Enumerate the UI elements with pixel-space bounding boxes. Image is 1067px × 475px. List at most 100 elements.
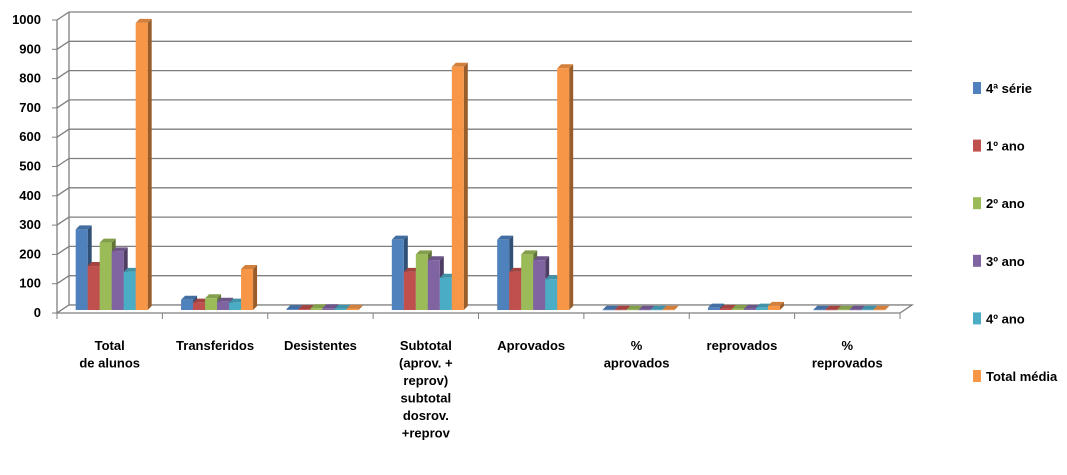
bar-7-3-top: [849, 305, 866, 310]
bar-3-0: [391, 239, 404, 310]
y-tick-label: 900: [19, 41, 41, 56]
bar-1-0-top: [181, 295, 198, 300]
bar-2-5-side: [358, 304, 363, 310]
bar-0-2: [99, 242, 112, 310]
bar-3-2-top: [415, 250, 432, 255]
x-category-label: Aprovados: [497, 338, 565, 353]
bar-4-3-top: [533, 256, 550, 261]
bar-0-0: [75, 229, 88, 310]
bar-4-2: [521, 254, 534, 310]
y-tick-label: 0: [34, 305, 41, 320]
bar-2-3: [322, 308, 335, 310]
bar-4-0-top: [497, 235, 514, 240]
bar-7-0-top: [813, 305, 830, 310]
bar-4-5-top: [557, 64, 574, 69]
bar-2-0-top: [286, 305, 303, 310]
bar-1-5: [241, 268, 254, 310]
legend-label: 4ª série: [986, 81, 1032, 96]
bar-1-3: [217, 301, 230, 310]
x-category-label: Subtotal (aprov. + reprov) subtotal dosrov. +…: [399, 338, 453, 441]
bar-4-1: [509, 271, 522, 310]
bar-7-5-top: [873, 305, 890, 310]
gridline-side-600: [56, 128, 70, 138]
bar-0-4: [123, 271, 136, 310]
legend-label: 4º ano: [986, 311, 1025, 326]
bar-5-4-top: [650, 305, 667, 310]
bar-1-1: [193, 302, 206, 310]
gridline-side-1000: [56, 11, 70, 21]
bar-1-0: [181, 299, 194, 310]
bar-7-4: [861, 309, 874, 311]
bar-2-5: [346, 308, 359, 310]
bar-6-2-top: [731, 304, 748, 309]
bar-6-1-top: [719, 304, 736, 309]
bar-5-4: [650, 309, 663, 311]
bar-2-4: [334, 308, 347, 310]
bar-7-4-top: [861, 305, 878, 310]
bar-3-5-top: [451, 62, 468, 67]
bar-6-2: [731, 308, 744, 310]
bar-7-2-top: [837, 305, 854, 310]
bar-0-5-top: [135, 18, 152, 23]
gridline-side-100: [56, 275, 70, 285]
bar-1-2-top: [205, 294, 222, 299]
bar-4-3: [533, 260, 546, 310]
bar-7-5: [873, 309, 886, 311]
legend-swatch: [973, 254, 981, 267]
bar-3-4: [439, 277, 452, 310]
legend-label: 3º ano: [986, 254, 1025, 269]
bar-3-5-side: [463, 62, 468, 311]
bar-2-2: [310, 308, 323, 310]
bar-5-1-top: [614, 305, 631, 310]
bar-5-2-top: [626, 305, 643, 310]
bar-6-4: [755, 307, 768, 310]
bar-2-2-top: [310, 304, 327, 309]
x-category-label: reprovados: [707, 338, 778, 353]
chart-floor: [54, 304, 915, 314]
gridline-side-700: [56, 99, 70, 109]
bar-0-2-top: [99, 238, 116, 243]
bar-3-2: [415, 254, 428, 310]
bar-6-5-top: [767, 301, 784, 306]
bar-6-1: [719, 308, 732, 310]
bar-4-2-top: [521, 250, 538, 255]
bar-0-5-side: [147, 18, 152, 311]
y-tick-label: 200: [19, 246, 41, 261]
bar-1-2: [205, 298, 218, 310]
bar-1-4: [229, 302, 242, 310]
bar-3-5: [451, 66, 464, 310]
bar-4-4: [545, 279, 558, 310]
y-tick-label: 500: [19, 159, 41, 174]
bar-6-5-side: [779, 301, 784, 310]
y-tick-label: 600: [19, 129, 41, 144]
bar-7-1-top: [825, 305, 842, 310]
bar-7-2: [837, 309, 850, 311]
bar-7-1: [825, 309, 838, 311]
gridline-side-300: [56, 216, 70, 226]
bar-2-0: [286, 309, 299, 310]
gridline-side-400: [56, 187, 70, 197]
legend-label: 2º ano: [986, 196, 1025, 211]
y-tick-label: 1000: [12, 12, 41, 27]
bar-4-5: [557, 68, 570, 311]
bar-3-3-top: [427, 256, 444, 261]
bar-5-2: [626, 309, 639, 311]
bar-3-1: [403, 271, 416, 310]
y-tick-label: 100: [19, 276, 41, 291]
gridline-side-500: [56, 157, 70, 168]
bar-3-3: [427, 260, 440, 310]
bar-5-5-top: [662, 305, 679, 310]
bar-7-0: [813, 309, 826, 311]
bar-2-3-top: [322, 304, 339, 309]
bar-6-0: [707, 307, 720, 310]
bar-5-5-side: [674, 305, 679, 310]
bar-5-1: [614, 309, 627, 311]
bar-1-3-top: [217, 297, 234, 302]
bar-0-5: [135, 22, 148, 311]
bar-0-1: [87, 266, 100, 310]
bar-4-5-side: [569, 64, 574, 311]
bar-0-3: [111, 251, 124, 310]
bar-1-5-side: [253, 264, 258, 310]
x-category-label: Total de alunos: [79, 338, 140, 371]
